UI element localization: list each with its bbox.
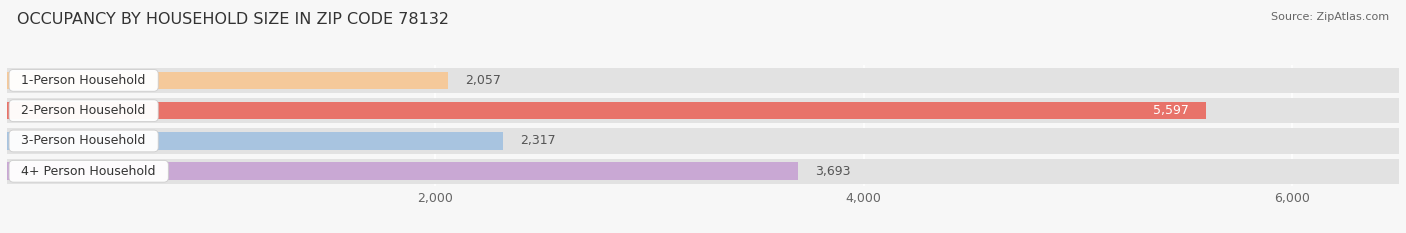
Text: 3,693: 3,693 — [815, 165, 851, 178]
Bar — [7, 132, 503, 150]
Text: 4+ Person Household: 4+ Person Household — [14, 165, 165, 178]
Text: 5,597: 5,597 — [1153, 104, 1188, 117]
Bar — [7, 128, 1399, 154]
Text: Source: ZipAtlas.com: Source: ZipAtlas.com — [1271, 12, 1389, 22]
Text: 2,317: 2,317 — [520, 134, 555, 147]
Bar — [7, 102, 1205, 120]
Bar — [7, 98, 1399, 123]
Bar — [7, 68, 1399, 93]
Bar — [7, 159, 1399, 184]
Text: 2-Person Household: 2-Person Household — [14, 104, 153, 117]
Bar — [7, 72, 447, 89]
Text: 3-Person Household: 3-Person Household — [14, 134, 153, 147]
Text: 2,057: 2,057 — [464, 74, 501, 87]
Text: 1-Person Household: 1-Person Household — [14, 74, 153, 87]
Bar — [7, 162, 797, 180]
Text: OCCUPANCY BY HOUSEHOLD SIZE IN ZIP CODE 78132: OCCUPANCY BY HOUSEHOLD SIZE IN ZIP CODE … — [17, 12, 449, 27]
